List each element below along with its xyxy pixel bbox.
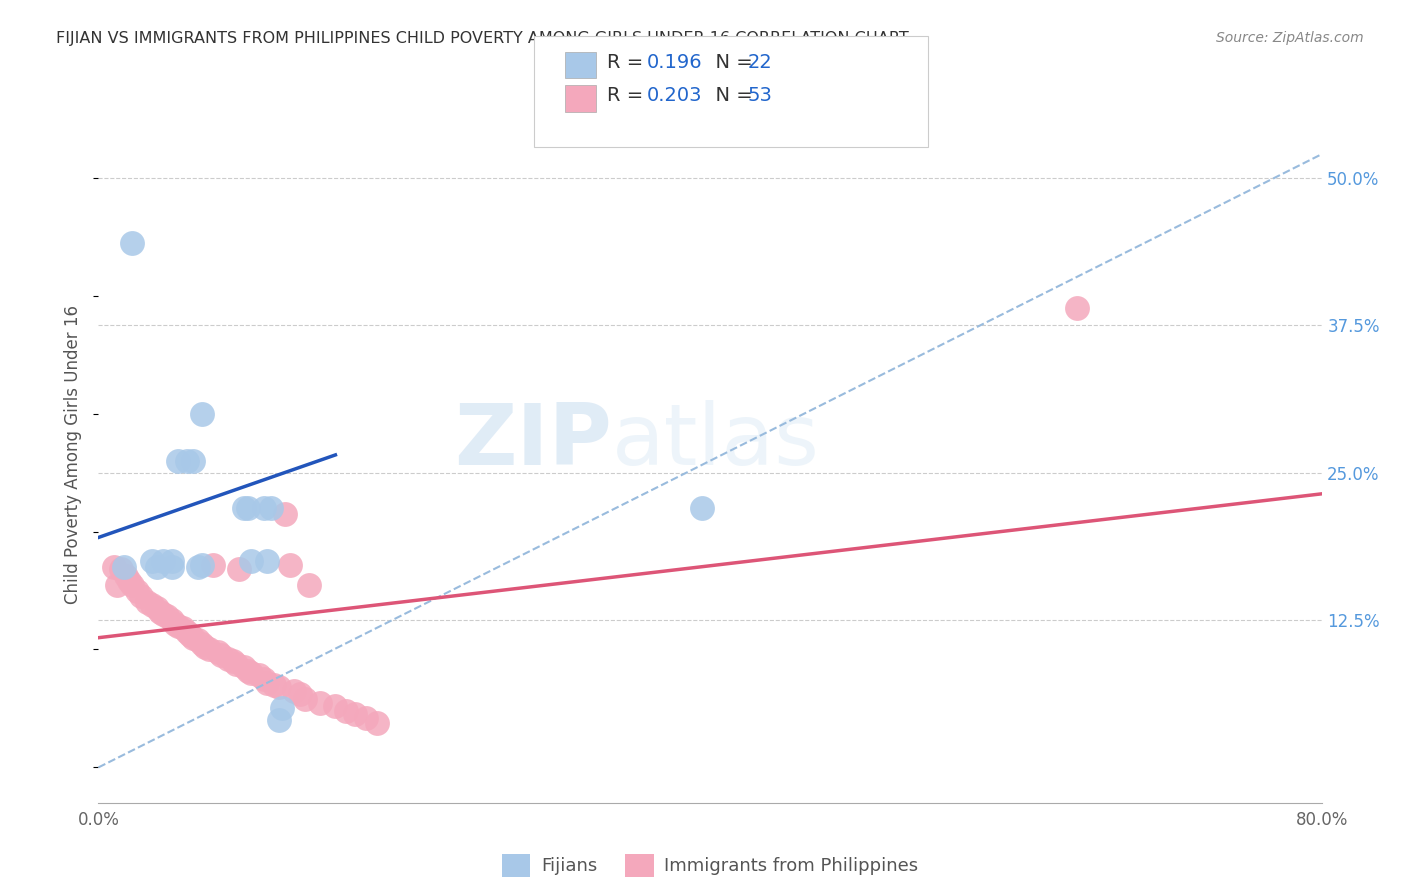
Point	[294, 692, 316, 706]
Point	[252, 672, 274, 686]
Point	[256, 675, 278, 690]
Point	[129, 590, 152, 604]
Point	[191, 407, 214, 421]
Point	[156, 609, 179, 624]
Point	[191, 637, 214, 651]
Text: atlas: atlas	[612, 400, 820, 483]
Point	[270, 701, 292, 715]
Point	[240, 554, 263, 568]
Text: 0.203: 0.203	[647, 86, 702, 105]
Point	[274, 507, 297, 521]
Text: 53: 53	[748, 86, 773, 105]
Point	[187, 560, 209, 574]
Point	[263, 678, 285, 692]
Point	[141, 554, 163, 568]
Point	[191, 558, 214, 572]
Point	[298, 577, 321, 591]
Y-axis label: Child Poverty Among Girls Under 16: Child Poverty Among Girls Under 16	[65, 305, 83, 605]
Point	[145, 601, 167, 615]
Text: R =: R =	[607, 53, 650, 72]
Point	[110, 562, 132, 576]
Point	[197, 642, 219, 657]
Point	[252, 500, 274, 515]
Point	[207, 645, 229, 659]
Point	[194, 640, 217, 654]
Point	[176, 624, 198, 639]
Legend: Fijians, Immigrants from Philippines: Fijians, Immigrants from Philippines	[495, 847, 925, 884]
Point	[290, 687, 312, 701]
Text: 22: 22	[748, 53, 773, 72]
Point	[283, 683, 305, 698]
Point	[225, 657, 247, 671]
Point	[267, 713, 290, 727]
Text: FIJIAN VS IMMIGRANTS FROM PHILIPPINES CHILD POVERTY AMONG GIRLS UNDER 16 CORRELA: FIJIAN VS IMMIGRANTS FROM PHILIPPINES CH…	[56, 31, 910, 46]
Point	[232, 500, 254, 515]
Point	[344, 707, 367, 722]
Point	[366, 715, 388, 730]
Point	[1066, 301, 1088, 315]
Point	[325, 699, 347, 714]
Text: ZIP: ZIP	[454, 400, 612, 483]
Point	[247, 668, 270, 682]
Point	[103, 560, 125, 574]
Text: Source: ZipAtlas.com: Source: ZipAtlas.com	[1216, 31, 1364, 45]
Point	[309, 696, 332, 710]
Point	[112, 560, 135, 574]
Point	[160, 560, 183, 574]
Point	[181, 631, 204, 645]
Point	[163, 616, 186, 631]
Point	[167, 454, 190, 468]
Point	[141, 598, 163, 612]
Point	[121, 235, 143, 250]
Point	[118, 574, 141, 588]
Text: N =: N =	[703, 53, 759, 72]
Text: 0.196: 0.196	[647, 53, 703, 72]
Point	[152, 607, 174, 621]
Point	[222, 654, 245, 668]
Text: R =: R =	[607, 86, 650, 105]
Point	[121, 577, 143, 591]
Point	[149, 605, 172, 619]
Point	[145, 560, 167, 574]
Point	[152, 554, 174, 568]
Point	[181, 454, 204, 468]
Point	[176, 454, 198, 468]
Point	[209, 648, 232, 663]
Point	[354, 711, 377, 725]
Point	[160, 554, 183, 568]
Point	[115, 569, 138, 583]
Point	[179, 628, 201, 642]
Point	[256, 554, 278, 568]
Point	[267, 680, 290, 694]
Point	[240, 666, 263, 681]
Point	[692, 500, 714, 515]
Point	[202, 558, 225, 572]
Point	[232, 660, 254, 674]
Point	[167, 619, 190, 633]
Point	[217, 652, 239, 666]
Point	[187, 633, 209, 648]
Point	[238, 664, 260, 678]
Point	[172, 621, 194, 635]
Point	[278, 558, 301, 572]
Point	[228, 562, 250, 576]
Point	[260, 500, 283, 515]
Point	[105, 577, 128, 591]
Point	[136, 595, 159, 609]
Point	[160, 613, 183, 627]
Point	[125, 583, 148, 598]
Point	[335, 704, 357, 718]
Point	[238, 500, 260, 515]
Text: N =: N =	[703, 86, 759, 105]
